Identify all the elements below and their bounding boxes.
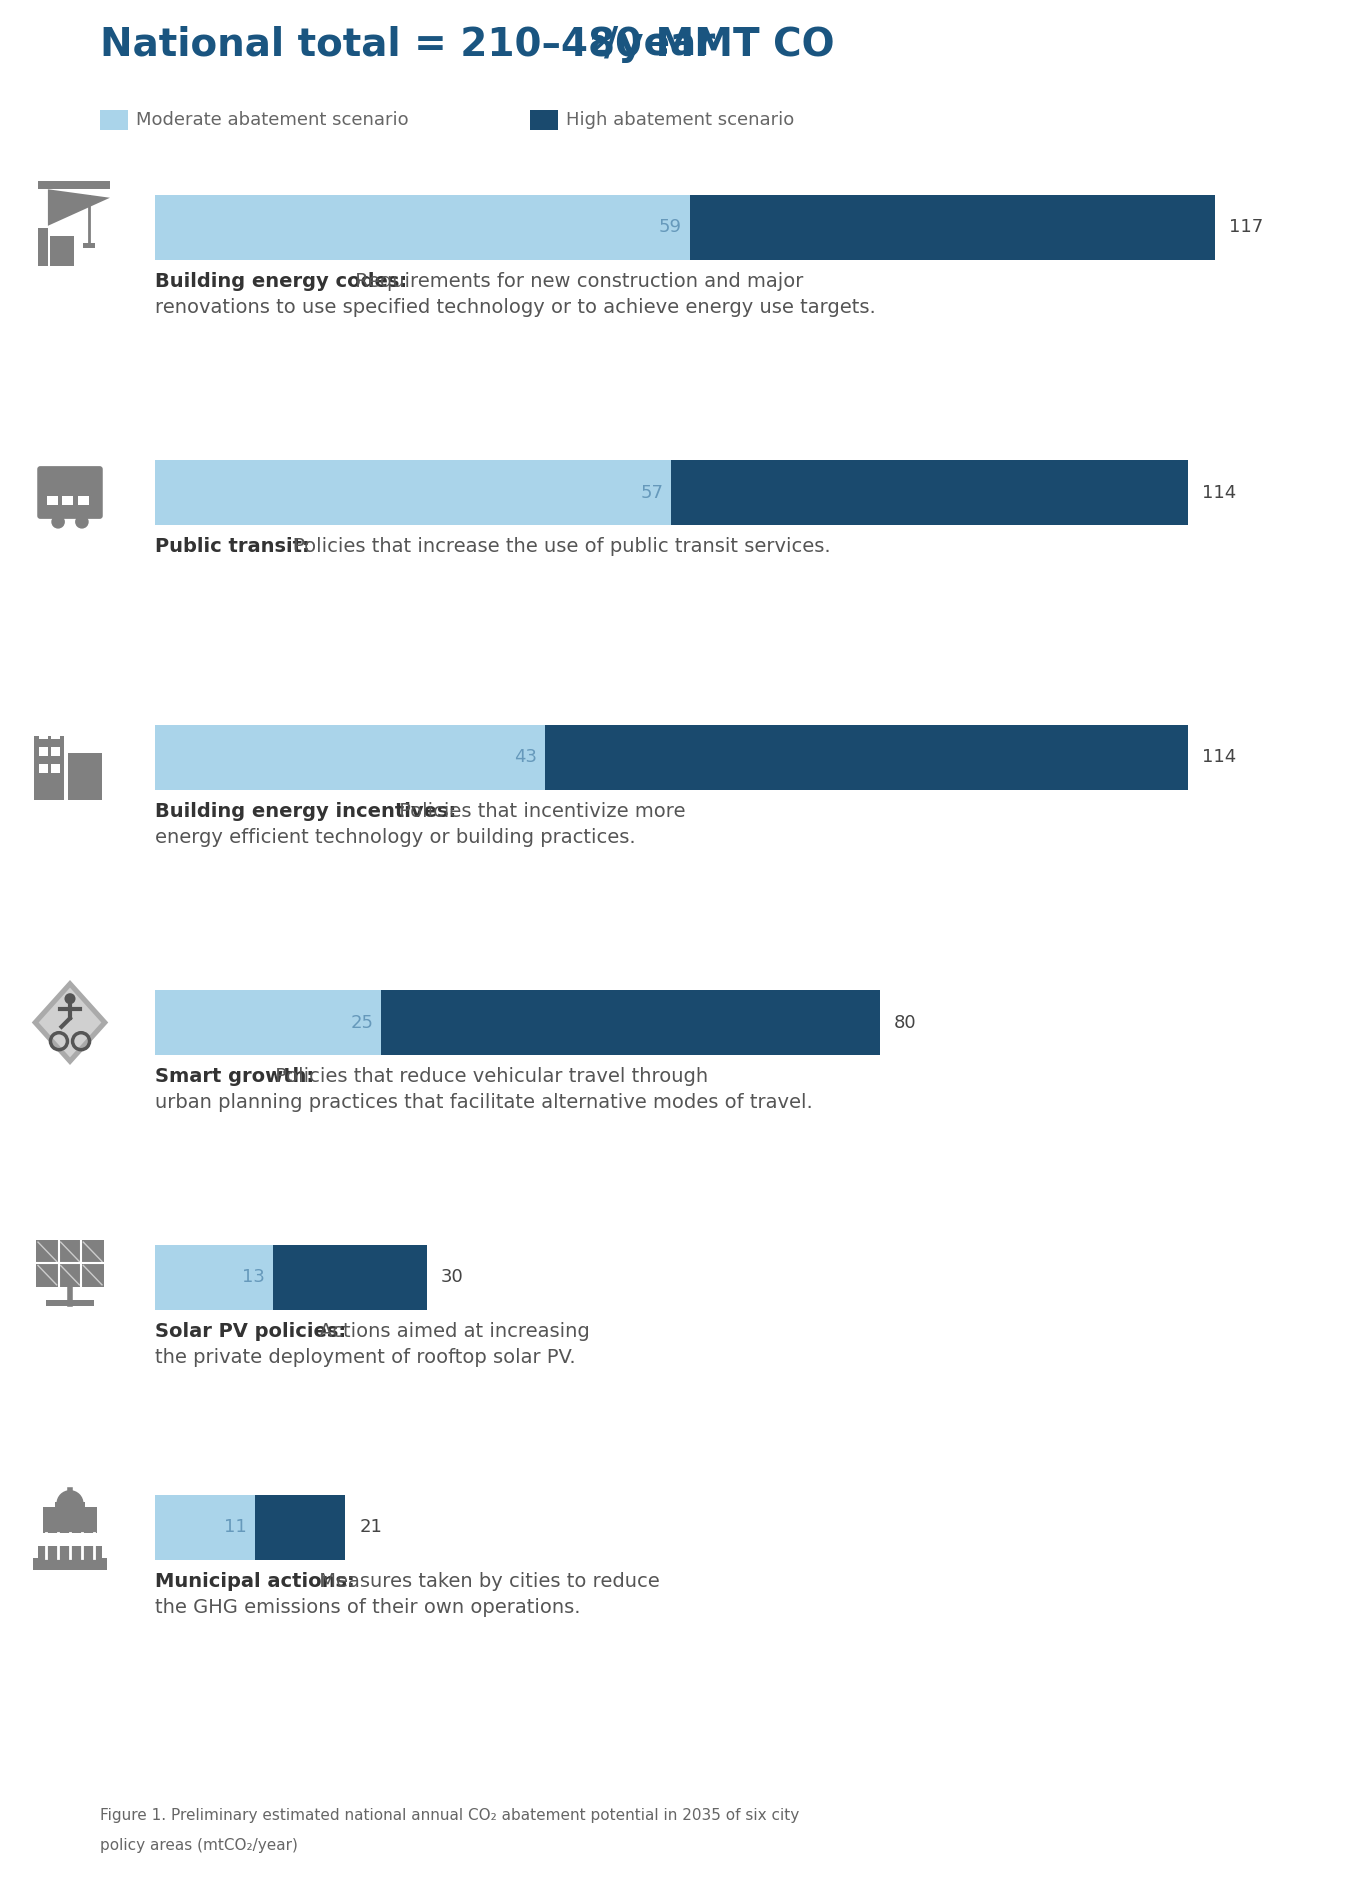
Text: 2: 2 [590, 34, 608, 59]
Text: renovations to use specified technology or to achieve energy use targets.: renovations to use specified technology … [155, 298, 876, 317]
Bar [155, 990, 382, 1055]
Text: Building energy codes:: Building energy codes: [155, 271, 408, 290]
Text: Requirements for new construction and major: Requirements for new construction and ma… [348, 271, 803, 290]
Bar [255, 1495, 346, 1559]
Bar [155, 1495, 255, 1559]
Text: High abatement scenario: High abatement scenario [566, 112, 794, 129]
Bar [55, 1502, 85, 1518]
Text: policy areas (mtCO₂/year): policy areas (mtCO₂/year) [100, 1838, 298, 1853]
Text: 13: 13 [242, 1269, 265, 1286]
Bar [51, 747, 59, 755]
Bar [155, 195, 690, 260]
Bar [39, 730, 47, 738]
Bar [155, 1244, 273, 1311]
Text: /year: /year [603, 25, 716, 63]
Bar [38, 228, 47, 266]
Text: 59: 59 [659, 218, 682, 237]
Text: Policies that increase the use of public transit services.: Policies that increase the use of public… [288, 537, 830, 556]
Bar [82, 243, 94, 249]
Text: 114: 114 [1202, 484, 1237, 501]
Text: Policies that incentivize more: Policies that incentivize more [393, 802, 684, 821]
Text: energy efficient technology or building practices.: energy efficient technology or building … [155, 827, 636, 846]
Bar [43, 1506, 97, 1533]
FancyBboxPatch shape [38, 467, 103, 520]
Text: Solar PV policies:: Solar PV policies: [155, 1322, 346, 1341]
Bar [155, 725, 544, 789]
Bar [51, 764, 59, 772]
Bar [690, 195, 1215, 260]
Text: 21: 21 [359, 1518, 382, 1537]
Bar [671, 459, 1188, 525]
Text: 11: 11 [224, 1518, 247, 1537]
Bar [47, 497, 58, 505]
Text: Building energy incentives:: Building energy incentives: [155, 802, 456, 821]
Bar [382, 990, 880, 1055]
Text: Measures taken by cities to reduce: Measures taken by cities to reduce [313, 1573, 660, 1592]
Bar [50, 235, 74, 266]
Text: 30: 30 [441, 1269, 463, 1286]
Bar [38, 1546, 103, 1557]
Polygon shape [47, 190, 109, 226]
Bar [34, 736, 63, 801]
Bar [39, 764, 47, 772]
Ellipse shape [57, 1491, 84, 1518]
Text: 25: 25 [351, 1013, 374, 1032]
Bar [100, 110, 128, 131]
Text: urban planning practices that facilitate alternative modes of travel.: urban planning practices that facilitate… [155, 1093, 813, 1112]
Bar [38, 180, 109, 190]
Bar [531, 110, 558, 131]
Polygon shape [32, 981, 108, 1064]
Circle shape [65, 994, 76, 1004]
Text: 117: 117 [1228, 218, 1264, 237]
Bar [46, 1301, 93, 1305]
Bar [69, 753, 103, 801]
Circle shape [76, 514, 89, 529]
Text: Figure 1. Preliminary estimated national annual CO₂ abatement potential in 2035 : Figure 1. Preliminary estimated national… [100, 1808, 799, 1823]
Text: 57: 57 [640, 484, 663, 501]
Text: the GHG emissions of their own operations.: the GHG emissions of their own operation… [155, 1597, 580, 1616]
Bar [273, 1244, 427, 1311]
Text: Municipal actions:: Municipal actions: [155, 1573, 355, 1592]
Circle shape [51, 514, 65, 529]
Text: Moderate abatement scenario: Moderate abatement scenario [136, 112, 409, 129]
Bar [32, 1557, 108, 1571]
Text: Public transit:: Public transit: [155, 537, 309, 556]
Text: Smart growth:: Smart growth: [155, 1066, 315, 1085]
Text: National total = 210–480 MMT CO: National total = 210–480 MMT CO [100, 25, 834, 63]
Bar [39, 747, 47, 755]
Text: 43: 43 [513, 749, 536, 766]
Text: 114: 114 [1202, 749, 1237, 766]
Bar [51, 730, 59, 738]
Bar [38, 228, 47, 266]
Text: 80: 80 [894, 1013, 917, 1032]
Bar [36, 1241, 104, 1286]
Bar [78, 497, 89, 505]
Text: the private deployment of rooftop solar PV.: the private deployment of rooftop solar … [155, 1349, 575, 1368]
Bar [544, 725, 1188, 789]
Bar [155, 459, 671, 525]
Bar [62, 497, 73, 505]
Text: Policies that reduce vehicular travel through: Policies that reduce vehicular travel th… [270, 1066, 709, 1085]
Polygon shape [39, 988, 101, 1057]
Text: Actions aimed at increasing: Actions aimed at increasing [313, 1322, 590, 1341]
